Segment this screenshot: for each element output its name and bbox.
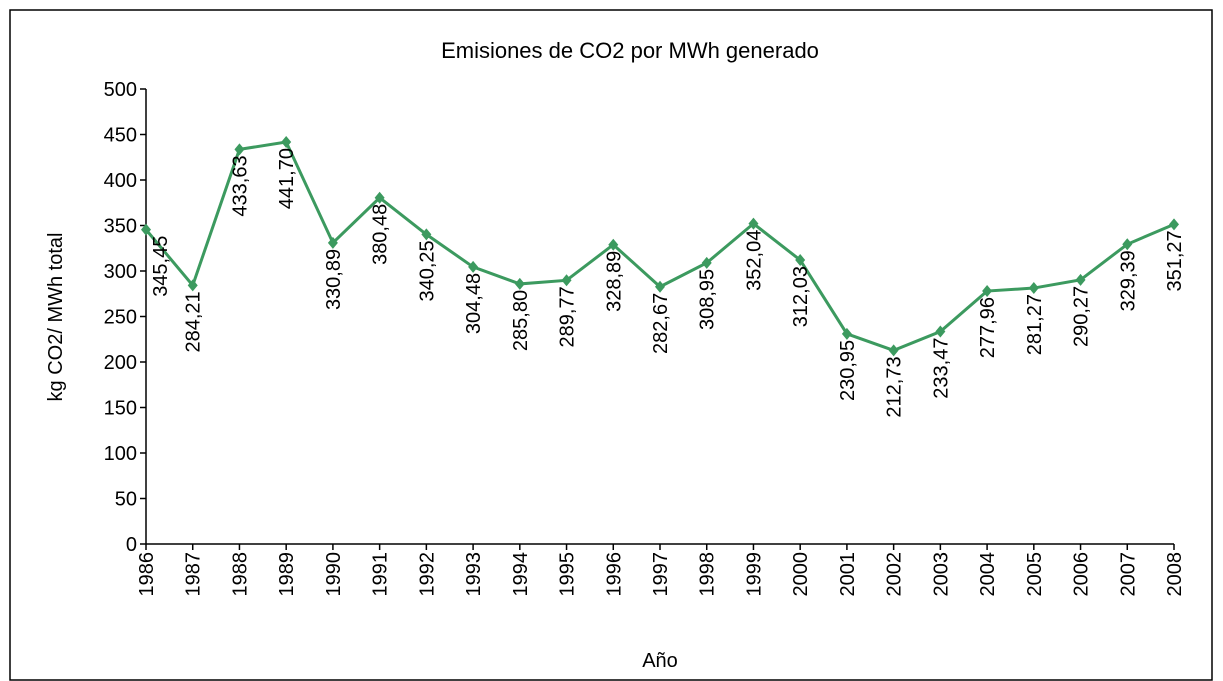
data-point [701, 256, 712, 269]
data-point [1169, 218, 1179, 231]
x-tick-label: 1999 [743, 552, 765, 597]
x-tick-label: 1991 [370, 552, 392, 597]
x-tick-label: 1988 [229, 552, 251, 597]
data-label: 433,63 [229, 155, 251, 216]
x-tick-label: 2002 [884, 552, 906, 597]
data-point [795, 254, 806, 267]
x-tick-label: 1992 [416, 552, 438, 597]
data-point [468, 260, 479, 273]
y-tick-label: 50 [115, 489, 137, 511]
data-label: 212,73 [884, 356, 906, 417]
data-point [655, 280, 665, 293]
data-point [281, 136, 292, 149]
data-point [935, 325, 946, 338]
data-point [187, 279, 198, 292]
y-axis-label: kg CO2/ MWh total [45, 233, 67, 402]
x-tick-label: 2000 [790, 552, 812, 597]
data-label: 304,48 [463, 273, 485, 334]
data-label: 290,27 [1071, 286, 1093, 347]
data-label: 328,89 [603, 251, 625, 312]
x-tick-label: 1996 [603, 552, 625, 597]
data-label: 277,96 [977, 297, 999, 358]
x-tick-label: 1994 [510, 552, 532, 597]
y-tick-label: 500 [104, 79, 137, 101]
data-label: 380,48 [370, 204, 392, 265]
x-tick-label: 1990 [323, 552, 345, 597]
data-label: 285,80 [510, 290, 532, 351]
x-tick-label: 2006 [1071, 552, 1093, 597]
data-point [608, 238, 619, 251]
data-label: 233,47 [930, 338, 952, 399]
x-tick-label: 1998 [697, 552, 719, 597]
data-label: 284,21 [183, 291, 205, 352]
x-tick-label: 1993 [463, 552, 485, 597]
data-label: 441,70 [276, 148, 298, 209]
y-tick-label: 450 [104, 125, 137, 147]
data-point [374, 191, 385, 204]
data-point [421, 228, 432, 241]
data-label: 329,39 [1117, 250, 1139, 311]
y-tick-label: 400 [104, 170, 137, 192]
data-point [327, 236, 338, 249]
data-label: 351,27 [1164, 230, 1186, 291]
y-tick-label: 150 [104, 398, 137, 420]
data-label: 312,03 [790, 266, 812, 327]
y-tick-label: 0 [126, 534, 137, 556]
x-tick-label: 2001 [837, 552, 859, 597]
x-tick-label: 2004 [977, 552, 999, 597]
data-label: 330,89 [323, 249, 345, 310]
y-tick-label: 250 [104, 307, 137, 329]
data-point [1075, 273, 1086, 286]
chart-frame [9, 9, 1213, 681]
data-label: 352,04 [743, 230, 765, 291]
data-point [1122, 238, 1133, 251]
x-tick-label: 2003 [930, 552, 952, 597]
data-point [841, 327, 852, 340]
data-point [141, 223, 151, 236]
x-tick-label: 2007 [1117, 552, 1139, 597]
data-label: 281,27 [1024, 294, 1046, 355]
x-tick-label: 1995 [557, 552, 579, 597]
x-tick-label: 2008 [1164, 552, 1186, 597]
data-label: 345,45 [150, 236, 172, 297]
data-point [561, 274, 572, 287]
data-label: 340,25 [416, 240, 438, 301]
y-tick-label: 300 [104, 261, 137, 283]
data-label: 308,95 [697, 269, 719, 330]
x-tick-label: 1997 [650, 552, 672, 597]
data-label: 282,67 [650, 293, 672, 354]
x-tick-label: 1989 [276, 552, 298, 597]
y-tick-label: 100 [104, 443, 137, 465]
data-point [888, 344, 899, 357]
data-point [1028, 282, 1039, 295]
y-tick-label: 200 [104, 352, 137, 374]
data-point [234, 143, 245, 156]
x-tick-label: 2005 [1024, 552, 1046, 597]
x-axis-label: Año [642, 650, 678, 672]
x-tick-label: 1986 [136, 552, 158, 597]
y-tick-label: 350 [104, 216, 137, 238]
data-point [748, 217, 759, 230]
data-label: 230,95 [837, 340, 859, 401]
data-point [982, 285, 993, 298]
data-point [514, 277, 525, 290]
chart-title: Emisiones de CO2 por MWh generado [441, 38, 819, 63]
data-label: 289,77 [557, 286, 579, 347]
x-tick-label: 1987 [183, 552, 205, 597]
